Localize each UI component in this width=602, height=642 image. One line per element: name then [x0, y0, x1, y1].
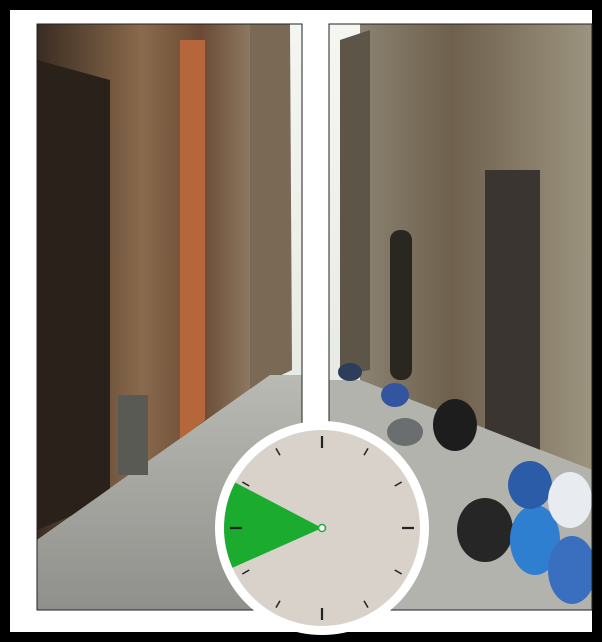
far-building — [250, 24, 292, 390]
garbage-bag — [381, 383, 409, 407]
page: (() => { const svg = document.getElement… — [0, 0, 602, 642]
archway — [37, 60, 110, 530]
garbage-bag — [387, 418, 423, 446]
timer — [215, 421, 429, 635]
gate — [485, 170, 540, 460]
far-building — [340, 30, 370, 375]
garbage-bag — [433, 399, 477, 451]
garbage-bag — [457, 498, 513, 562]
door — [118, 395, 148, 475]
screen — [0, 0, 602, 642]
garbage-bag — [548, 472, 592, 528]
orange-facade — [180, 40, 205, 440]
arch-door — [390, 230, 412, 380]
garbage-bag — [548, 536, 596, 604]
timer-hub — [319, 525, 326, 532]
garbage-bag — [508, 461, 552, 509]
garbage-bag — [338, 363, 362, 381]
